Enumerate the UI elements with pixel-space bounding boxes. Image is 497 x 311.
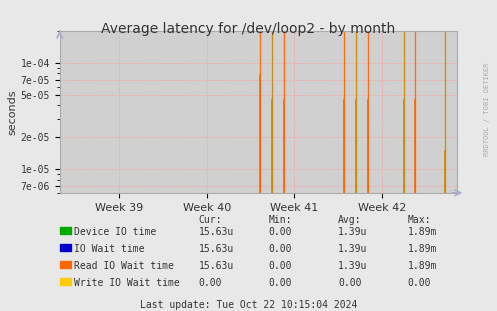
Text: Average latency for /dev/loop2 - by month: Average latency for /dev/loop2 - by mont… [101,22,396,36]
Text: 1.89m: 1.89m [408,227,437,237]
Text: 0.00: 0.00 [268,227,292,237]
Text: 1.39u: 1.39u [338,227,367,237]
Text: 1.39u: 1.39u [338,244,367,254]
Text: Device IO time: Device IO time [74,227,156,237]
Text: 1.89m: 1.89m [408,244,437,254]
Text: RRDTOOL / TOBI OETIKER: RRDTOOL / TOBI OETIKER [484,62,490,156]
Text: 0.00: 0.00 [408,278,431,288]
Text: Cur:: Cur: [199,215,222,225]
Text: 15.63u: 15.63u [199,227,234,237]
Text: Last update: Tue Oct 22 10:15:04 2024: Last update: Tue Oct 22 10:15:04 2024 [140,300,357,310]
Text: 15.63u: 15.63u [199,244,234,254]
Text: Min:: Min: [268,215,292,225]
Text: 1.89m: 1.89m [408,261,437,271]
Text: 1.39u: 1.39u [338,261,367,271]
Text: 15.63u: 15.63u [199,261,234,271]
Text: 0.00: 0.00 [199,278,222,288]
Text: Write IO Wait time: Write IO Wait time [74,278,179,288]
Text: Avg:: Avg: [338,215,361,225]
Text: 0.00: 0.00 [338,278,361,288]
Text: 0.00: 0.00 [268,278,292,288]
Text: IO Wait time: IO Wait time [74,244,144,254]
Text: Max:: Max: [408,215,431,225]
Text: 0.00: 0.00 [268,244,292,254]
Y-axis label: seconds: seconds [8,89,18,135]
Text: 0.00: 0.00 [268,261,292,271]
Text: Read IO Wait time: Read IO Wait time [74,261,173,271]
